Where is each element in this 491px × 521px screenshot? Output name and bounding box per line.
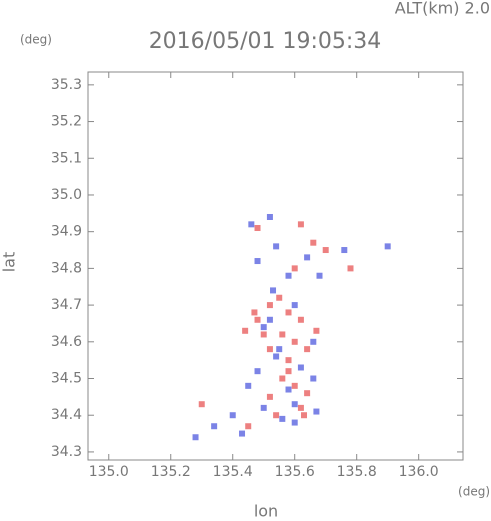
y-tick-label: 34.4	[51, 407, 82, 423]
point	[266, 302, 273, 309]
x-unit: (deg)	[458, 485, 490, 499]
chart-title: 2016/05/01 19:05:34	[149, 29, 382, 54]
point	[239, 430, 246, 437]
point	[297, 316, 304, 323]
point	[260, 404, 267, 411]
point	[384, 243, 391, 250]
y-axis-label: lat	[0, 252, 19, 273]
point	[304, 346, 311, 353]
x-tick-label: 135.2	[151, 464, 191, 480]
point	[297, 221, 304, 228]
point	[341, 247, 348, 254]
point	[273, 243, 280, 250]
point	[291, 382, 298, 389]
point	[279, 415, 286, 422]
y-tick-label: 34.6	[51, 334, 82, 350]
point	[245, 382, 252, 389]
y-tick-label: 35.1	[51, 150, 82, 166]
point	[310, 239, 317, 246]
point	[322, 247, 329, 254]
x-tick-label: 135.0	[89, 464, 129, 480]
point	[285, 309, 292, 316]
point	[266, 213, 273, 220]
point	[254, 258, 261, 265]
point	[254, 316, 261, 323]
x-tick-label: 135.8	[337, 464, 377, 480]
point	[304, 254, 311, 261]
point	[310, 338, 317, 345]
point	[291, 265, 298, 272]
x-tick-label: 135.6	[275, 464, 315, 480]
point	[211, 423, 218, 430]
point	[285, 272, 292, 279]
y-tick-label: 34.8	[51, 260, 82, 276]
x-tick-label: 135.4	[213, 464, 253, 480]
y-tick-label: 35.2	[51, 114, 82, 130]
point	[276, 346, 283, 353]
point	[273, 412, 280, 419]
y-tick-label: 35.3	[51, 77, 82, 93]
point	[279, 331, 286, 338]
x-axis-label: lon	[254, 502, 278, 521]
y-tick-label: 34.7	[51, 297, 82, 313]
y-tick-label: 34.9	[51, 224, 82, 240]
point	[310, 375, 317, 382]
point	[254, 368, 261, 375]
point	[198, 401, 205, 408]
point	[285, 368, 292, 375]
point	[273, 353, 280, 360]
point	[254, 225, 261, 232]
point	[260, 331, 267, 338]
point	[291, 419, 298, 426]
point	[291, 302, 298, 309]
point	[192, 434, 199, 441]
point	[316, 272, 323, 279]
point	[242, 327, 249, 334]
alt-label: ALT(km) 2.0	[395, 0, 490, 18]
point	[301, 412, 308, 419]
point	[266, 346, 273, 353]
point	[285, 357, 292, 364]
y-unit: (deg)	[20, 33, 52, 47]
x-tick-label: 136.0	[399, 464, 439, 480]
point	[251, 309, 258, 316]
y-tick-label: 34.5	[51, 371, 82, 387]
point	[279, 375, 286, 382]
point	[229, 412, 236, 419]
point	[248, 221, 255, 228]
point	[297, 404, 304, 411]
point	[304, 390, 311, 397]
point	[245, 423, 252, 430]
point	[313, 408, 320, 415]
point	[297, 364, 304, 371]
point	[347, 265, 354, 272]
plot-frame	[87, 71, 464, 461]
point	[266, 316, 273, 323]
point	[260, 324, 267, 331]
y-tick-label: 35.0	[51, 187, 82, 203]
y-tick-label: 34.3	[51, 444, 82, 460]
point	[285, 386, 292, 393]
point	[270, 287, 277, 294]
point	[291, 338, 298, 345]
point	[291, 401, 298, 408]
point	[276, 294, 283, 301]
point	[313, 327, 320, 334]
point	[266, 393, 273, 400]
